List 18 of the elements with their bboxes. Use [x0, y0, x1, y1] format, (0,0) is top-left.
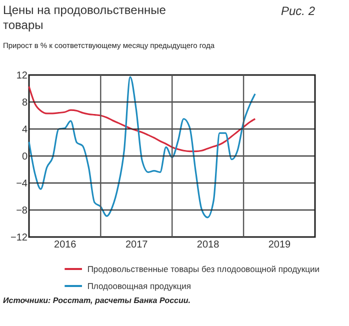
y-tick-label: 4 [22, 124, 28, 136]
x-tick-label: 2016 [54, 240, 77, 250]
y-tick-label: −12 [10, 232, 28, 244]
legend-label: Продовольственные товары без плодоовощной продукции [87, 264, 320, 274]
y-tick-label: 12 [16, 70, 28, 82]
y-tick-label: −8 [16, 206, 28, 216]
text: Рис. 2 [280, 4, 316, 18]
line-series [28, 86, 256, 152]
chart-title: Цены на продовольственные товары [3, 3, 166, 32]
line-series [28, 76, 256, 218]
y-tick-label: 0 [22, 152, 28, 162]
y-tick-label: −4 [16, 178, 28, 190]
text: Источники: Росстат, расчеты Банка России. [3, 296, 190, 305]
x-tick-label: 2017 [125, 240, 148, 250]
x-tick-label: 2018 [196, 240, 220, 250]
y-tick-label: 8 [22, 98, 28, 108]
x-tick-label: 2019 [268, 240, 292, 250]
legend-label: Плодоовощная продукция [87, 281, 192, 291]
